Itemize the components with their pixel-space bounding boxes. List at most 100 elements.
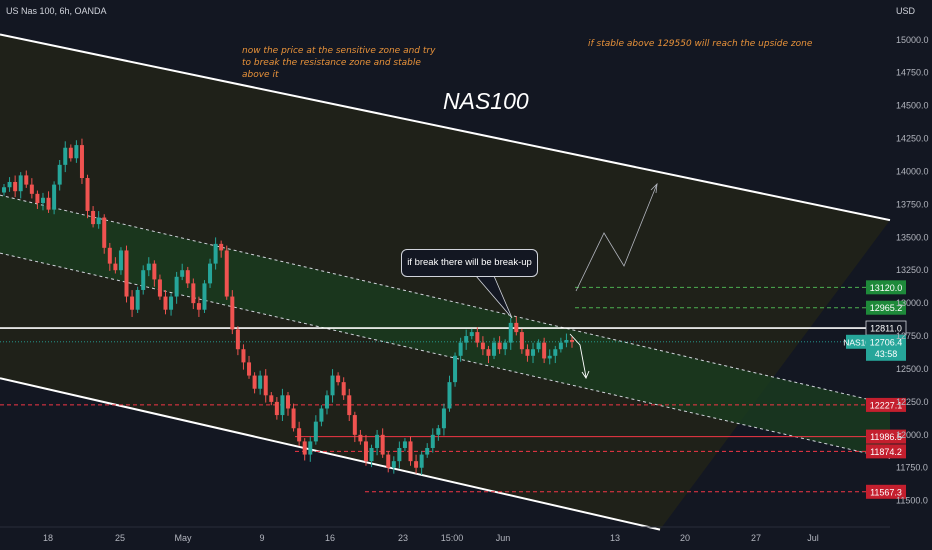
- channel-line-outer-upper: [0, 33, 891, 222]
- level-label: 11986.5: [870, 432, 902, 442]
- y-tick-label: 13250.0: [896, 265, 929, 275]
- annotation-note-upside[interactable]: if stable above 129550 will reach the up…: [588, 39, 813, 49]
- candle-body: [480, 342, 485, 350]
- chart-title-annotation[interactable]: NAS100: [443, 88, 529, 114]
- x-tick-label: Jul: [807, 533, 819, 543]
- candle-body: [324, 395, 329, 409]
- candle-body: [486, 349, 491, 356]
- candle-body: [531, 349, 536, 356]
- candle-body: [274, 401, 279, 416]
- candle-body: [564, 340, 569, 343]
- candle-body: [52, 184, 57, 210]
- candle-body: [124, 250, 129, 297]
- candle-body: [185, 270, 190, 284]
- candle-body: [202, 283, 207, 310]
- projection-arrowhead-up: [650, 182, 658, 194]
- candle-body: [224, 250, 229, 297]
- candle-body: [525, 349, 530, 356]
- callout-break-up[interactable]: if break there will be break-up: [401, 249, 538, 277]
- candle-body: [280, 395, 285, 416]
- callout-pointer: [475, 275, 513, 319]
- candle-body: [2, 187, 6, 193]
- y-tick-label: 11500.0: [896, 496, 928, 506]
- candle-body: [375, 434, 380, 448]
- candle-body: [118, 250, 123, 271]
- candle-body: [230, 296, 235, 330]
- projection-path-up: [575, 183, 658, 292]
- candle-body: [475, 332, 480, 343]
- candle-body: [402, 441, 407, 448]
- candle-body: [7, 181, 12, 188]
- y-tick-label: 13750.0: [896, 199, 929, 209]
- candle-body: [68, 147, 73, 159]
- candle-body: [302, 441, 307, 455]
- x-tick-label: 13: [610, 533, 620, 543]
- y-tick-label: 14250.0: [896, 134, 929, 144]
- candle-body: [458, 342, 463, 356]
- level-label-box: [866, 484, 906, 499]
- candle-body: [386, 454, 391, 468]
- candle-body: [547, 355, 552, 359]
- candle-body: [291, 408, 296, 429]
- y-tick-label: 11750.0: [896, 463, 928, 473]
- candle-body: [408, 441, 413, 462]
- candle-body: [469, 332, 474, 337]
- candle-body: [347, 395, 352, 416]
- candle-body: [196, 303, 201, 310]
- candle-body: [369, 447, 374, 462]
- candle-body: [169, 296, 174, 310]
- candle-body: [514, 322, 519, 333]
- annotation-note-resistance[interactable]: now the price at the sensitive zone and …: [242, 46, 436, 80]
- candle-body: [497, 342, 502, 350]
- candle-body: [542, 342, 547, 359]
- candle-body: [63, 147, 68, 165]
- y-tick-label: 14500.0: [896, 101, 929, 111]
- x-tick-label: Jun: [496, 533, 511, 543]
- candle-body: [208, 263, 213, 284]
- x-tick-label: 15:00: [441, 533, 464, 543]
- candle-body: [536, 342, 541, 350]
- candle-body: [102, 217, 107, 248]
- candle-body: [492, 342, 497, 356]
- candle-body: [519, 332, 524, 350]
- level-label-box: [866, 280, 906, 295]
- level-label-box: [866, 397, 906, 412]
- candle-body: [425, 447, 430, 455]
- candle-body: [85, 178, 90, 211]
- candle-body: [241, 349, 246, 363]
- countdown-value: 43:58: [875, 349, 898, 359]
- x-tick-label: 9: [259, 533, 264, 543]
- x-tick-label: 25: [115, 533, 125, 543]
- x-tick-label: 18: [43, 533, 53, 543]
- candle-body: [313, 421, 318, 442]
- candle-body: [79, 145, 84, 179]
- x-tick-label: 23: [398, 533, 408, 543]
- candle-body: [130, 296, 135, 310]
- candle-body: [157, 279, 162, 297]
- candle-body: [141, 270, 146, 290]
- x-tick-label: May: [174, 533, 192, 543]
- candle-body: [235, 329, 240, 350]
- candle-body: [18, 175, 23, 192]
- candle-body: [96, 217, 101, 225]
- candle-body: [308, 441, 313, 455]
- symbol-header: US Nas 100, 6h, OANDA: [6, 6, 107, 16]
- level-label-box: [866, 444, 906, 459]
- channel-line-inner-upper: [0, 194, 891, 406]
- candle-body: [553, 349, 558, 356]
- candle-body: [441, 408, 446, 429]
- candle-body: [453, 355, 458, 383]
- last-price-value: 12706.4: [870, 337, 903, 347]
- candle-body: [397, 447, 402, 462]
- candle-body: [319, 408, 324, 422]
- candle-body: [558, 342, 563, 350]
- candle-body: [503, 342, 508, 350]
- candle-body: [252, 375, 257, 389]
- candle-body: [391, 461, 396, 468]
- candle-body: [135, 289, 140, 310]
- currency-label: USD: [896, 6, 916, 16]
- candle-body: [464, 336, 469, 343]
- level-label: 13120.0: [870, 283, 903, 293]
